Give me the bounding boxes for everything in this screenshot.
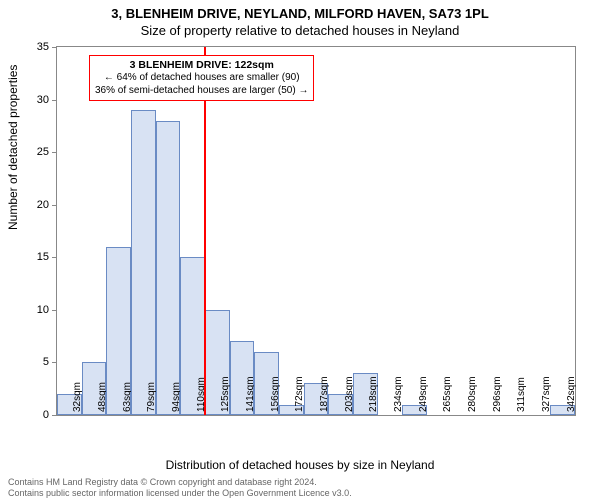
y-tick-label: 0 — [21, 409, 49, 421]
x-axis-label: Distribution of detached houses by size … — [0, 458, 600, 472]
y-tick — [52, 100, 57, 101]
y-tick — [52, 205, 57, 206]
x-tick-label: 218sqm — [368, 376, 379, 412]
footer-attribution: Contains HM Land Registry data © Crown c… — [8, 477, 352, 498]
chart-container: 3, BLENHEIM DRIVE, NEYLAND, MILFORD HAVE… — [0, 0, 600, 500]
y-tick — [52, 47, 57, 48]
x-tick-label: 296sqm — [492, 376, 503, 412]
y-tick — [52, 310, 57, 311]
y-tick-label: 15 — [21, 251, 49, 263]
annotation-line: ← 64% of detached houses are smaller (90… — [95, 72, 308, 85]
y-tick-label: 30 — [21, 94, 49, 106]
y-axis-label: Number of detached properties — [6, 65, 20, 230]
y-tick — [52, 152, 57, 153]
chart-title-sub: Size of property relative to detached ho… — [0, 21, 600, 38]
histogram-bar — [131, 110, 156, 415]
plot-area: 0510152025303532sqm48sqm63sqm79sqm94sqm1… — [56, 46, 576, 416]
annotation-line: 36% of semi-detached houses are larger (… — [95, 85, 308, 98]
histogram-bar — [156, 121, 181, 415]
y-tick-label: 25 — [21, 146, 49, 158]
x-tick-label: 265sqm — [442, 376, 453, 412]
x-tick-label: 342sqm — [566, 376, 577, 412]
x-tick-label: 311sqm — [516, 377, 527, 412]
y-tick-label: 20 — [21, 199, 49, 211]
annotation-title: 3 BLENHEIM DRIVE: 122sqm — [95, 59, 308, 72]
annotation-box: 3 BLENHEIM DRIVE: 122sqm← 64% of detache… — [89, 55, 314, 101]
chart-title-main: 3, BLENHEIM DRIVE, NEYLAND, MILFORD HAVE… — [0, 0, 600, 21]
x-tick-label: 280sqm — [467, 376, 478, 412]
x-tick-label: 249sqm — [418, 376, 429, 412]
y-tick — [52, 257, 57, 258]
y-tick-label: 35 — [21, 41, 49, 53]
footer-line1: Contains HM Land Registry data © Crown c… — [8, 477, 352, 487]
y-tick-label: 10 — [21, 304, 49, 316]
y-tick — [52, 362, 57, 363]
footer-line2: Contains public sector information licen… — [8, 488, 352, 498]
y-tick-label: 5 — [21, 356, 49, 368]
reference-line — [204, 47, 206, 415]
y-tick — [52, 415, 57, 416]
